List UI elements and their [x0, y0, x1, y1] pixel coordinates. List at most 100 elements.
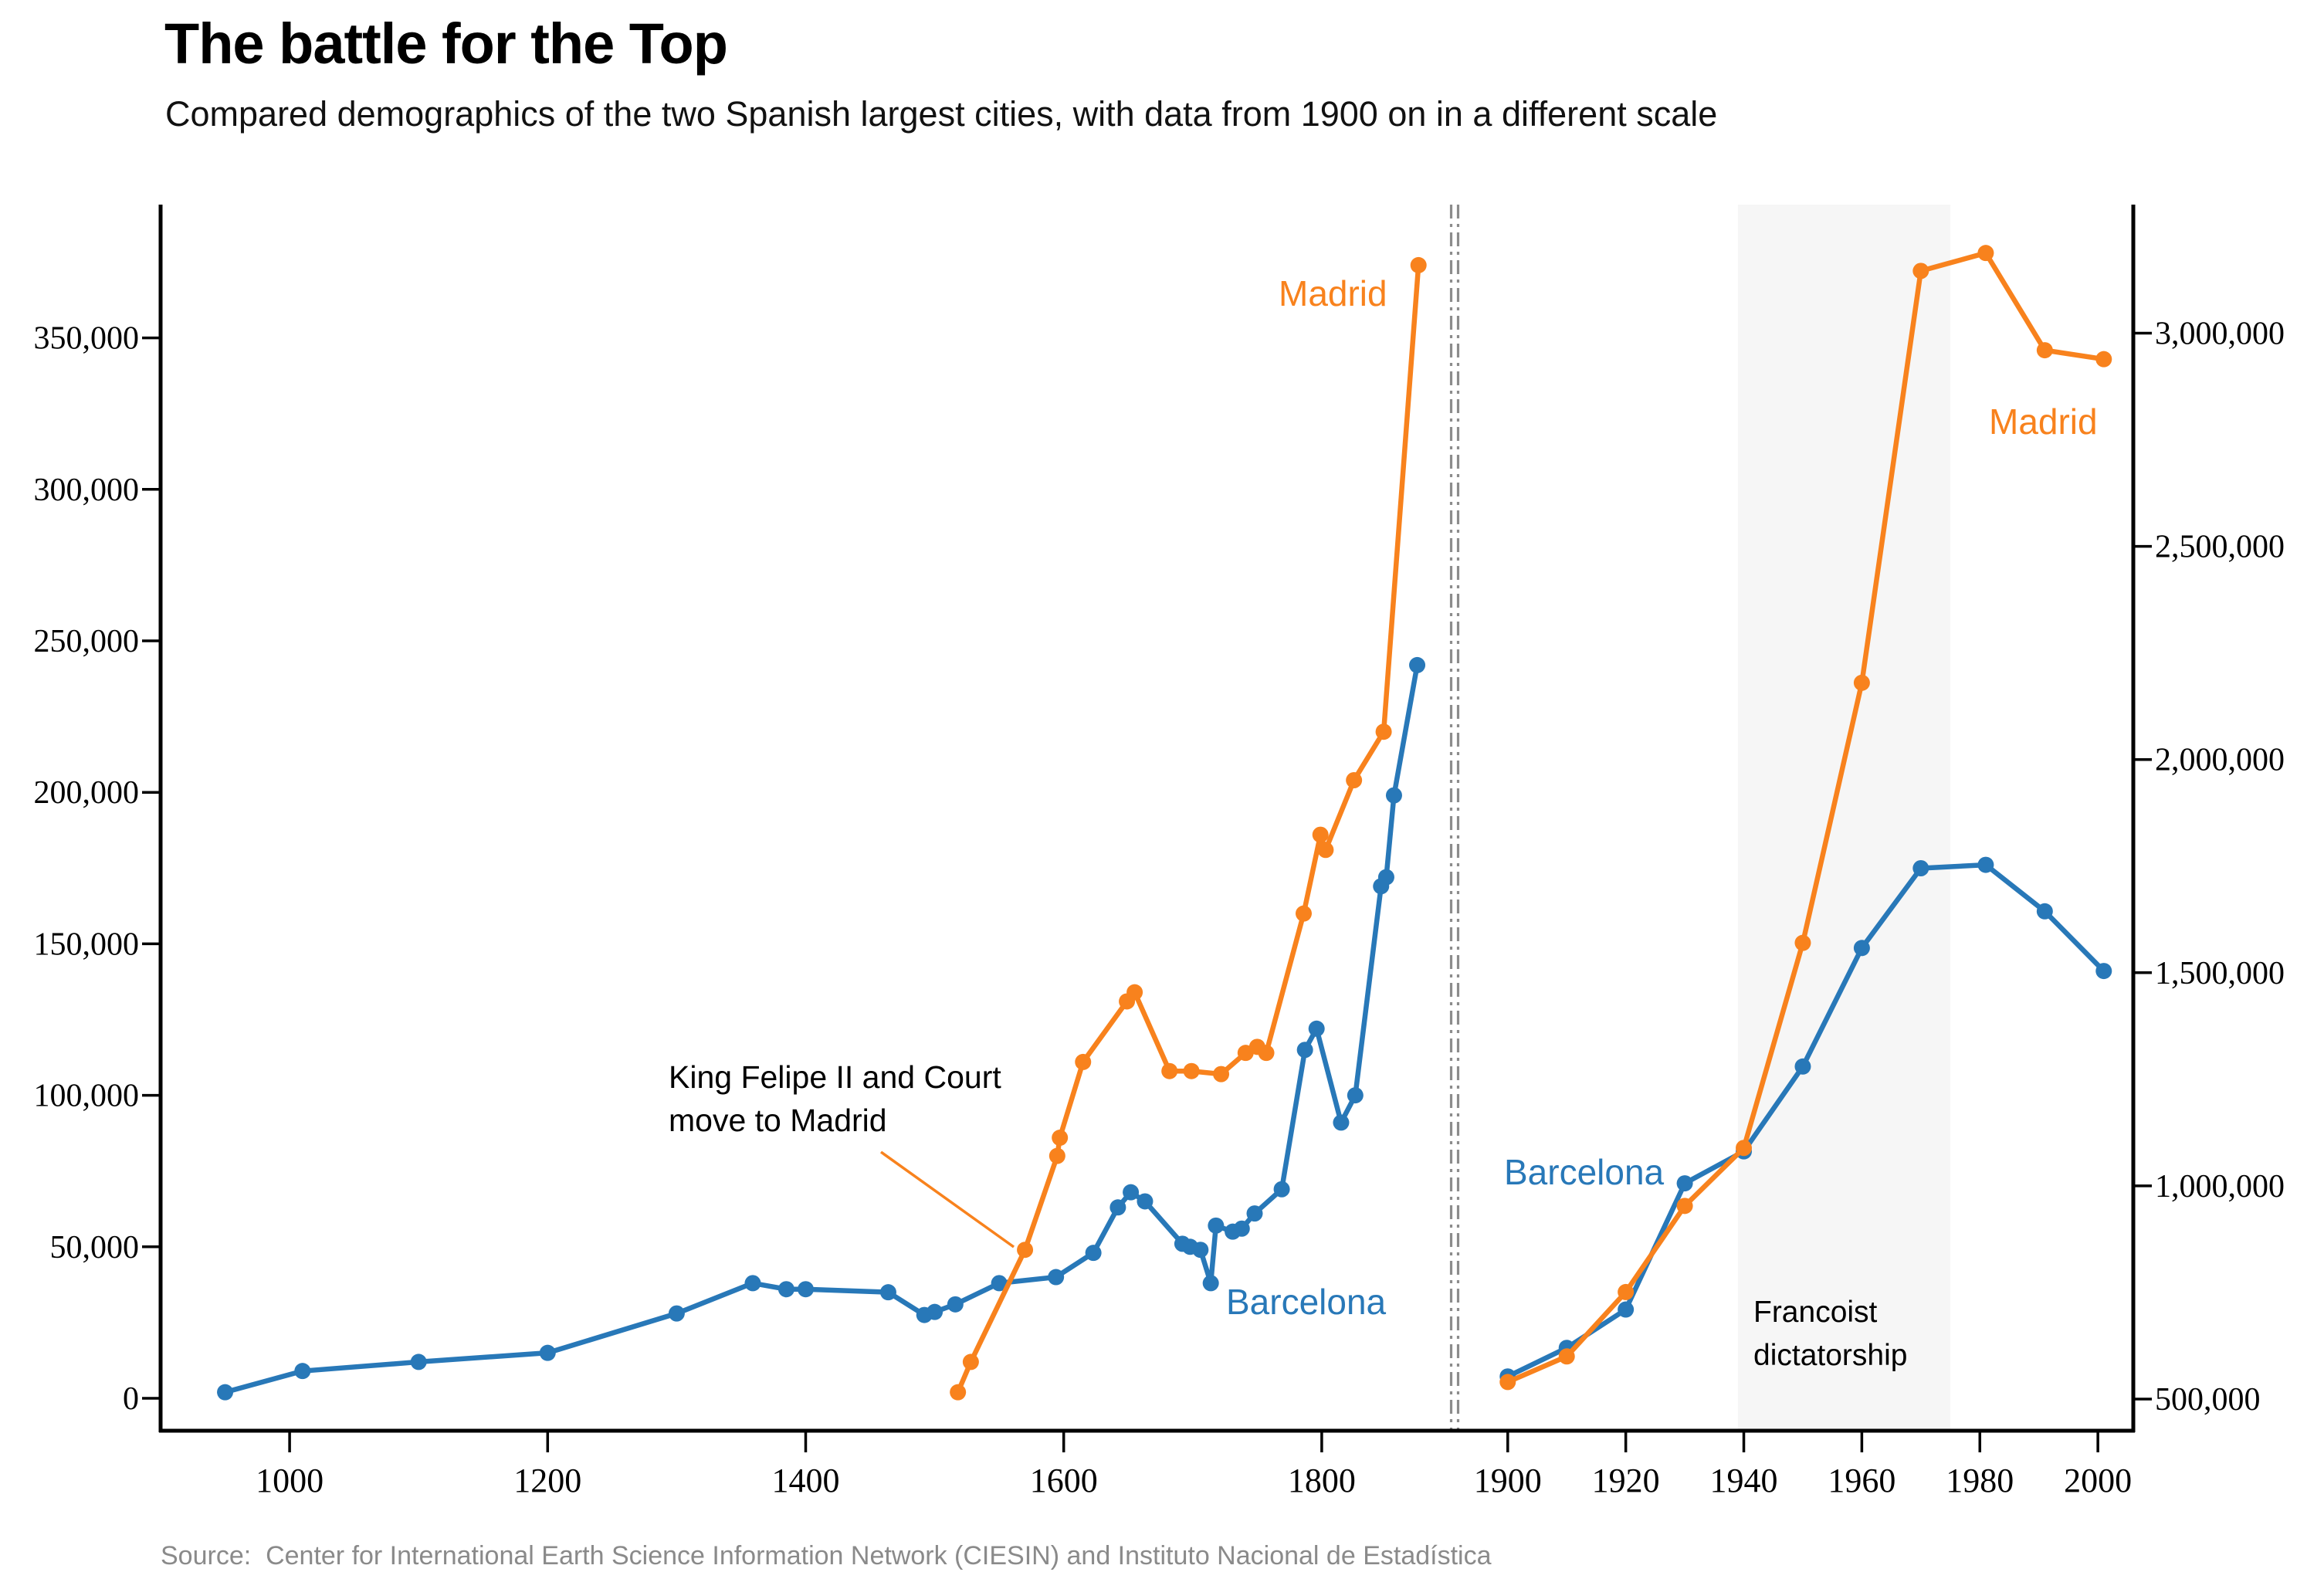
madrid-point-pre1900	[950, 1384, 967, 1401]
barcelona-point-pre1900	[777, 1281, 794, 1298]
x-tick-label: 1960	[1828, 1462, 1895, 1499]
barcelona-point-pre1900	[1385, 787, 1402, 804]
barcelona-point-pre1900	[1085, 1245, 1102, 1262]
madrid-point-post1900	[1676, 1198, 1693, 1215]
barcelona-point-pre1900	[1123, 1184, 1140, 1201]
madrid-point-pre1900	[1017, 1242, 1034, 1259]
barcelona-point-pre1900	[668, 1305, 685, 1322]
barcelona-point-pre1900	[1208, 1217, 1225, 1234]
madrid-point-pre1900	[1183, 1062, 1200, 1079]
barcelona-point-pre1900	[1233, 1220, 1250, 1237]
barcelona-point-pre1900	[1296, 1042, 1313, 1059]
madrid-point-pre1900	[1346, 772, 1363, 789]
x-tick-label: 1980	[1946, 1462, 2014, 1499]
left-y-tick-label: 50,000	[50, 1230, 140, 1265]
right-y-tick-label: 1,000,000	[2155, 1169, 2285, 1204]
right-y-tick-label: 500,000	[2155, 1382, 2261, 1418]
barcelona-point-pre1900	[1109, 1199, 1126, 1216]
left-y-tick-label: 100,000	[34, 1079, 140, 1114]
madrid-point-pre1900	[962, 1354, 979, 1370]
barcelona-point-post1900	[1676, 1175, 1693, 1192]
barcelona-point-pre1900	[1308, 1020, 1325, 1037]
madrid-point-post1900	[1912, 263, 1929, 280]
x-tick-label: 1800	[1288, 1462, 1356, 1499]
barcelona-point-post1900	[1794, 1058, 1811, 1075]
madrid-point-pre1900	[1410, 256, 1427, 273]
barcelona-point-pre1900	[1192, 1242, 1209, 1259]
left-y-tick-label: 350,000	[34, 321, 140, 357]
barcelona-point-pre1900	[1333, 1114, 1350, 1131]
madrid-label-right: Madrid	[1989, 401, 2098, 442]
chart-subtitle: Compared demographics of the two Spanish…	[165, 94, 1718, 134]
x-tick-label: 2000	[2064, 1462, 2132, 1499]
annotation-leader-line	[879, 1150, 1015, 1248]
left-y-tick-label: 250,000	[34, 624, 140, 659]
barcelona-point-pre1900	[927, 1303, 943, 1320]
x-tick-label: 1400	[771, 1462, 839, 1499]
barcelona-point-post1900	[2095, 963, 2112, 980]
madrid-label-left: Madrid	[1279, 273, 1387, 313]
barcelona-point-pre1900	[1202, 1275, 1219, 1292]
barcelona-point-post1900	[1853, 940, 1870, 957]
barcelona-point-pre1900	[947, 1296, 964, 1313]
madrid-point-post1900	[2095, 351, 2112, 368]
right-y-tick-label: 2,000,000	[2155, 743, 2285, 778]
barcelona-label-left: Barcelona	[1226, 1282, 1387, 1322]
madrid-point-post1900	[2036, 342, 2053, 359]
left-y-tick-label: 0	[123, 1381, 139, 1417]
barcelona-point-pre1900	[797, 1281, 814, 1298]
barcelona-point-pre1900	[879, 1284, 896, 1301]
madrid-point-post1900	[1853, 674, 1870, 691]
madrid-point-pre1900	[1317, 842, 1334, 859]
x-tick-label: 1940	[1710, 1462, 1778, 1499]
barcelona-point-pre1900	[539, 1344, 556, 1361]
source-credit: Source: Center for International Earth S…	[161, 1541, 1492, 1570]
right-y-tick-label: 3,000,000	[2155, 317, 2285, 352]
madrid-point-post1900	[1794, 934, 1811, 951]
barcelona-point-pre1900	[1246, 1205, 1263, 1222]
madrid-point-pre1900	[1213, 1066, 1230, 1082]
left-y-tick-label: 200,000	[34, 775, 140, 811]
x-tick-label: 1600	[1030, 1462, 1098, 1499]
x-tick-label: 1900	[1474, 1462, 1542, 1499]
barcelona-point-post1900	[1618, 1301, 1635, 1318]
madrid-point-pre1900	[1049, 1147, 1065, 1164]
madrid-point-pre1900	[1052, 1130, 1069, 1147]
madrid-point-post1900	[1736, 1140, 1753, 1157]
madrid-point-post1900	[1558, 1348, 1575, 1365]
barcelona-point-pre1900	[744, 1275, 761, 1292]
barcelona-point-pre1900	[1409, 656, 1426, 673]
barcelona-point-pre1900	[410, 1354, 427, 1370]
barcelona-point-pre1900	[1048, 1269, 1065, 1286]
left-y-tick-label: 150,000	[34, 927, 140, 962]
barcelona-point-pre1900	[1273, 1181, 1290, 1198]
barcelona-point-pre1900	[991, 1275, 1008, 1292]
madrid-point-pre1900	[1295, 905, 1312, 922]
madrid-point-pre1900	[1312, 826, 1329, 843]
madrid-point-post1900	[1499, 1374, 1516, 1391]
madrid-point-post1900	[1977, 245, 1994, 262]
francoist-band-label: dictatorship	[1753, 1339, 1907, 1372]
king-felipe-annotation: move to Madrid	[669, 1103, 887, 1138]
right-y-tick-label: 2,500,000	[2155, 530, 2285, 565]
right-y-tick-label: 1,500,000	[2155, 956, 2285, 991]
barcelona-point-post1900	[1912, 860, 1929, 877]
barcelona-point-pre1900	[294, 1363, 311, 1380]
francoist-band-label: Francoist	[1753, 1296, 1878, 1329]
madrid-point-pre1900	[1075, 1053, 1092, 1070]
x-tick-label: 1920	[1592, 1462, 1660, 1499]
king-felipe-annotation: King Felipe II and Court	[669, 1059, 1001, 1095]
madrid-point-pre1900	[1161, 1062, 1178, 1079]
barcelona-point-pre1900	[1137, 1193, 1154, 1210]
madrid-point-pre1900	[1258, 1045, 1275, 1062]
barcelona-point-post1900	[2036, 903, 2053, 920]
chart-title: The battle for the Top	[164, 12, 728, 76]
x-tick-label: 1200	[513, 1462, 581, 1499]
x-tick-label: 1000	[256, 1462, 324, 1499]
barcelona-point-post1900	[1977, 856, 1994, 873]
francoist-band	[1737, 205, 1951, 1431]
barcelona-point-pre1900	[1377, 869, 1394, 886]
madrid-line-pre1900	[955, 263, 1421, 1395]
